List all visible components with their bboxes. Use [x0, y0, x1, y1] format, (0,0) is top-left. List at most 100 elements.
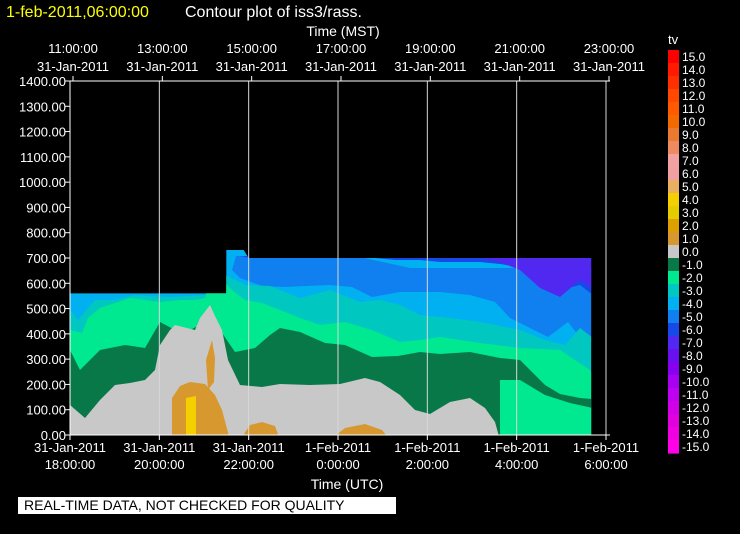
- x-tick-time: 0:00:00: [316, 457, 359, 472]
- y-tick-label: 1400.00: [19, 74, 66, 89]
- legend-label: 14.0: [682, 63, 706, 77]
- legend-label: 5.0: [682, 180, 699, 194]
- legend-label: -3.0: [682, 284, 703, 298]
- legend-label: 15.0: [682, 50, 706, 64]
- legend-label: -4.0: [682, 297, 703, 311]
- legend-swatch: [668, 271, 679, 285]
- x-top-tick-time: 17:00:00: [316, 41, 367, 56]
- contour-band-plus1-c: [240, 422, 280, 435]
- legend-label: -6.0: [682, 323, 703, 337]
- x-top-tick-time: 13:00:00: [137, 41, 188, 56]
- legend-swatch: [668, 219, 679, 233]
- x-top-tick-date: 31-Jan-2011: [394, 59, 466, 74]
- legend-label: -9.0: [682, 362, 703, 376]
- x-tick-time: 2:00:00: [406, 457, 449, 472]
- contour-band-minus2-lower: [500, 380, 592, 435]
- legend-label: -15.0: [682, 440, 710, 454]
- legend-swatch: [668, 310, 679, 324]
- legend-swatch: [668, 414, 679, 428]
- legend-label: 7.0: [682, 154, 699, 168]
- x-top-tick-date: 31-Jan-2011: [305, 59, 377, 74]
- legend-title: tv: [668, 32, 679, 47]
- x-top-tick-time: 19:00:00: [405, 41, 456, 56]
- x-tick-time: 20:00:00: [134, 457, 185, 472]
- x-top-tick-time: 11:00:00: [48, 41, 98, 56]
- x-axis-top: 11:00:00 31-Jan-2011 13:00:00 31-Jan-2011 15…: [37, 41, 645, 81]
- legend-label: 12.0: [682, 89, 706, 103]
- header-timestamp: 1-feb-2011,06:00:00: [6, 4, 149, 21]
- y-tick-label: 700.00: [26, 251, 66, 266]
- legend-swatch: [668, 50, 679, 64]
- legend-label: 6.0: [682, 167, 699, 181]
- x-axis-bottom-title: Time (UTC): [311, 476, 384, 492]
- legend-label: -14.0: [682, 427, 710, 441]
- legend-label: -7.0: [682, 336, 703, 350]
- x-tick-date: 1-Feb-2011: [484, 440, 550, 455]
- y-tick-label: 1000.00: [19, 175, 66, 190]
- contour-band-plus1-d: [330, 424, 390, 435]
- legend-swatch: [668, 401, 679, 415]
- legend-label: 1.0: [682, 232, 699, 246]
- y-tick-label: 600.00: [26, 276, 66, 291]
- x-tick-date: 31-Jan-2011: [213, 440, 285, 455]
- y-tick-label: 900.00: [26, 200, 66, 215]
- y-tick-label: 1300.00: [19, 99, 66, 114]
- legend-label: -8.0: [682, 349, 703, 363]
- legend-label: 13.0: [682, 76, 706, 90]
- legend-label: 0.0: [682, 245, 699, 259]
- y-tick-label: 1100.00: [20, 150, 66, 165]
- legend-label: -12.0: [682, 401, 710, 415]
- contour-band-minus5: [232, 256, 592, 345]
- legend-swatch: [668, 76, 679, 90]
- x-top-tick-date: 31-Jan-2011: [484, 59, 556, 74]
- x-top-tick-time: 23:00:00: [584, 41, 635, 56]
- legend-swatch: [668, 336, 679, 350]
- legend-swatch: [668, 258, 679, 272]
- legend-swatch: [668, 362, 679, 376]
- legend-label: 9.0: [682, 128, 699, 142]
- legend-label: -2.0: [682, 271, 703, 285]
- legend-label: 10.0: [682, 115, 706, 129]
- contour-band-plus3: [186, 396, 196, 435]
- legend-swatch: [668, 141, 679, 155]
- legend-swatch: [668, 388, 679, 402]
- x-axis-top-title: Time (MST): [306, 23, 379, 39]
- legend-swatch: [668, 284, 679, 298]
- x-top-tick-date: 31-Jan-2011: [126, 59, 198, 74]
- legend-swatch: [668, 63, 679, 77]
- x-tick-date: 31-Jan-2011: [34, 440, 106, 455]
- x-tick-time: 18:00:00: [45, 457, 96, 472]
- x-tick-date: 1-Feb-2011: [573, 440, 639, 455]
- legend-label: -5.0: [682, 310, 703, 324]
- x-tick-time: 4:00:00: [495, 457, 538, 472]
- contour-band-minus7: [470, 256, 592, 297]
- legend-swatch: [668, 193, 679, 207]
- x-top-tick-date: 31-Jan-2011: [216, 59, 288, 74]
- x-axis-bottom: 31-Jan-2011 18:00:00 31-Jan-2011 20:00:00 31…: [34, 435, 639, 472]
- legend-swatch: [668, 154, 679, 168]
- contour-band-plus1-b: [206, 340, 215, 390]
- x-tick-date: 1-Feb-2011: [305, 440, 371, 455]
- legend-swatch: [668, 375, 679, 389]
- x-top-tick-date: 31-Jan-2011: [37, 59, 109, 74]
- legend-swatch: [668, 440, 679, 454]
- legend-label: 4.0: [682, 193, 699, 207]
- color-legend: 15.014.013.012.011.010.09.08.07.06.05.04…: [668, 50, 710, 454]
- legend-swatch: [668, 167, 679, 181]
- legend-label: -13.0: [682, 414, 710, 428]
- legend-swatch: [668, 115, 679, 129]
- legend-swatch: [668, 245, 679, 259]
- x-tick-date: 1-Feb-2011: [394, 440, 460, 455]
- chart-title: Contour plot of iss3/rass.: [185, 4, 362, 21]
- legend-swatch: [668, 297, 679, 311]
- legend-swatch: [668, 232, 679, 246]
- y-tick-label: 300.00: [26, 352, 66, 367]
- x-top-tick-date: 31-Jan-2011: [573, 59, 645, 74]
- x-tick-time: 22:00:00: [223, 457, 274, 472]
- legend-swatch: [668, 128, 679, 142]
- x-top-tick-time: 15:00:00: [226, 41, 277, 56]
- legend-swatch: [668, 349, 679, 363]
- legend-swatch: [668, 89, 679, 103]
- quality-warning: REAL-TIME DATA, NOT CHECKED FOR QUALITY: [18, 497, 396, 514]
